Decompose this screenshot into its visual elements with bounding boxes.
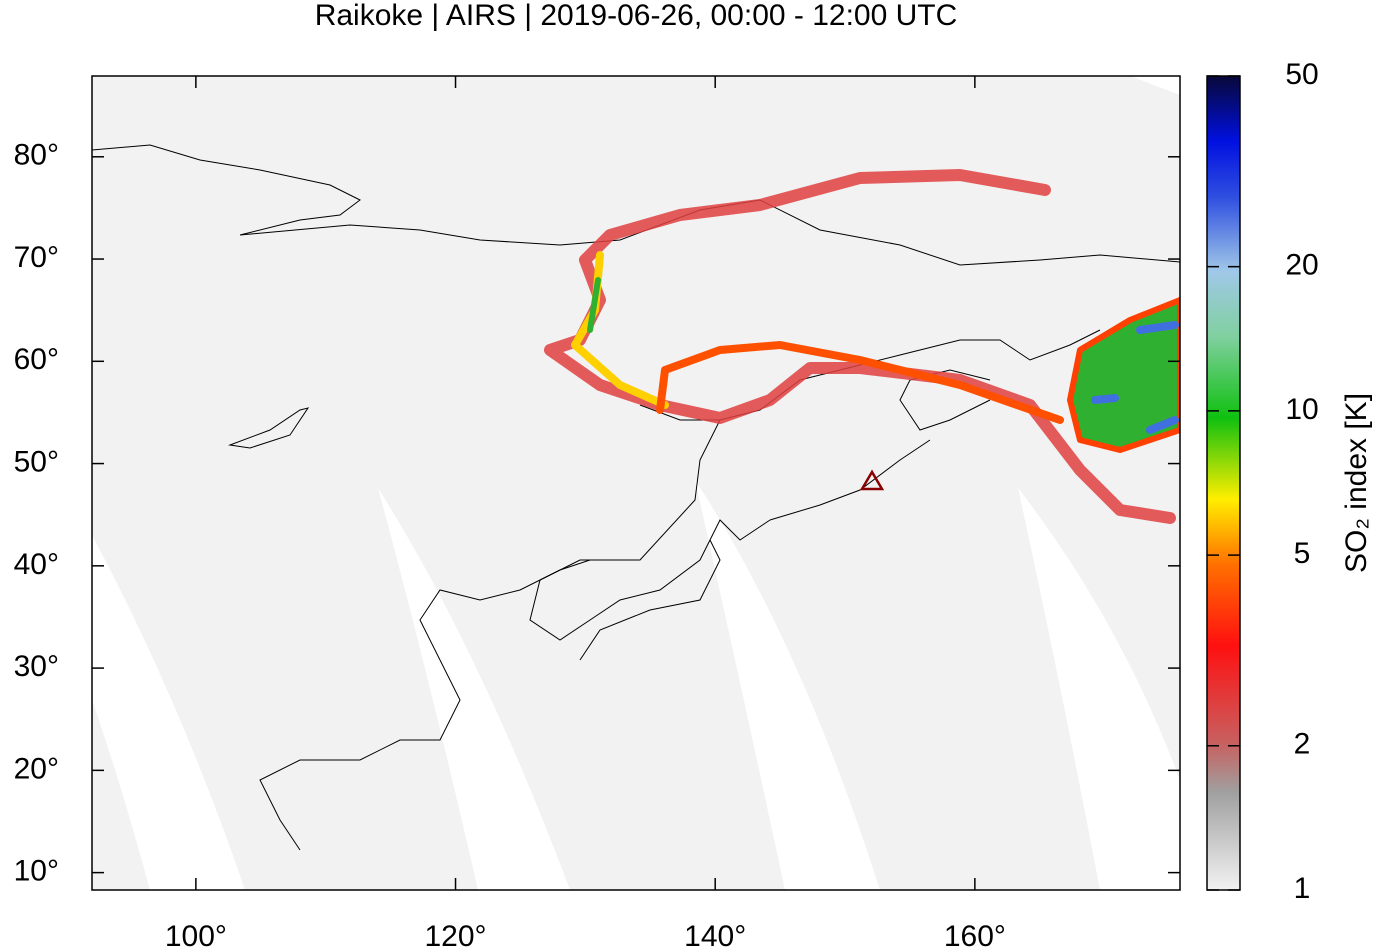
swath-gap: [1130, 76, 1180, 95]
chart-title: Raikoke | AIRS | 2019-06-26, 00:00 - 12:…: [315, 0, 958, 32]
swath-gap: [92, 535, 245, 890]
y-tick-label: 80°: [14, 139, 59, 172]
colorbar-tick-label: 20: [1285, 249, 1318, 282]
plot-frame: [91, 75, 1181, 891]
y-tick-label: 60°: [14, 343, 59, 376]
data-coverage: [92, 76, 1180, 890]
colorbar-label: SO₂ index [K]: [1340, 393, 1373, 573]
x-tick-label: 120°: [425, 920, 487, 950]
y-tick-label: 50°: [14, 445, 59, 478]
y-tick-label: 40°: [14, 548, 59, 581]
x-tick-label: 100°: [165, 920, 227, 950]
swath-gap: [695, 480, 880, 890]
swath-gap: [1018, 488, 1180, 890]
x-tick-label: 140°: [684, 920, 746, 950]
map: [92, 76, 1180, 890]
y-tick-label: 70°: [14, 241, 59, 274]
coastlines: [92, 144, 1180, 851]
swath-gap: [378, 488, 570, 890]
colorbar: [1206, 75, 1241, 891]
x-tick-label: 160°: [944, 920, 1006, 950]
colorbar-tick-label: 5: [1294, 537, 1311, 570]
volcano-marker: [859, 469, 885, 491]
colorbar-tick-label: 10: [1285, 393, 1318, 426]
y-tick-label: 20°: [14, 752, 59, 785]
y-tick-label: 10°: [14, 855, 59, 888]
colorbar-tick-label: 2: [1294, 728, 1311, 761]
so2-plume: [544, 169, 1180, 524]
colorbar-tick-label: 1: [1294, 872, 1311, 905]
colorbar-tick-label: 50: [1285, 58, 1318, 91]
y-tick-label: 30°: [14, 650, 59, 683]
